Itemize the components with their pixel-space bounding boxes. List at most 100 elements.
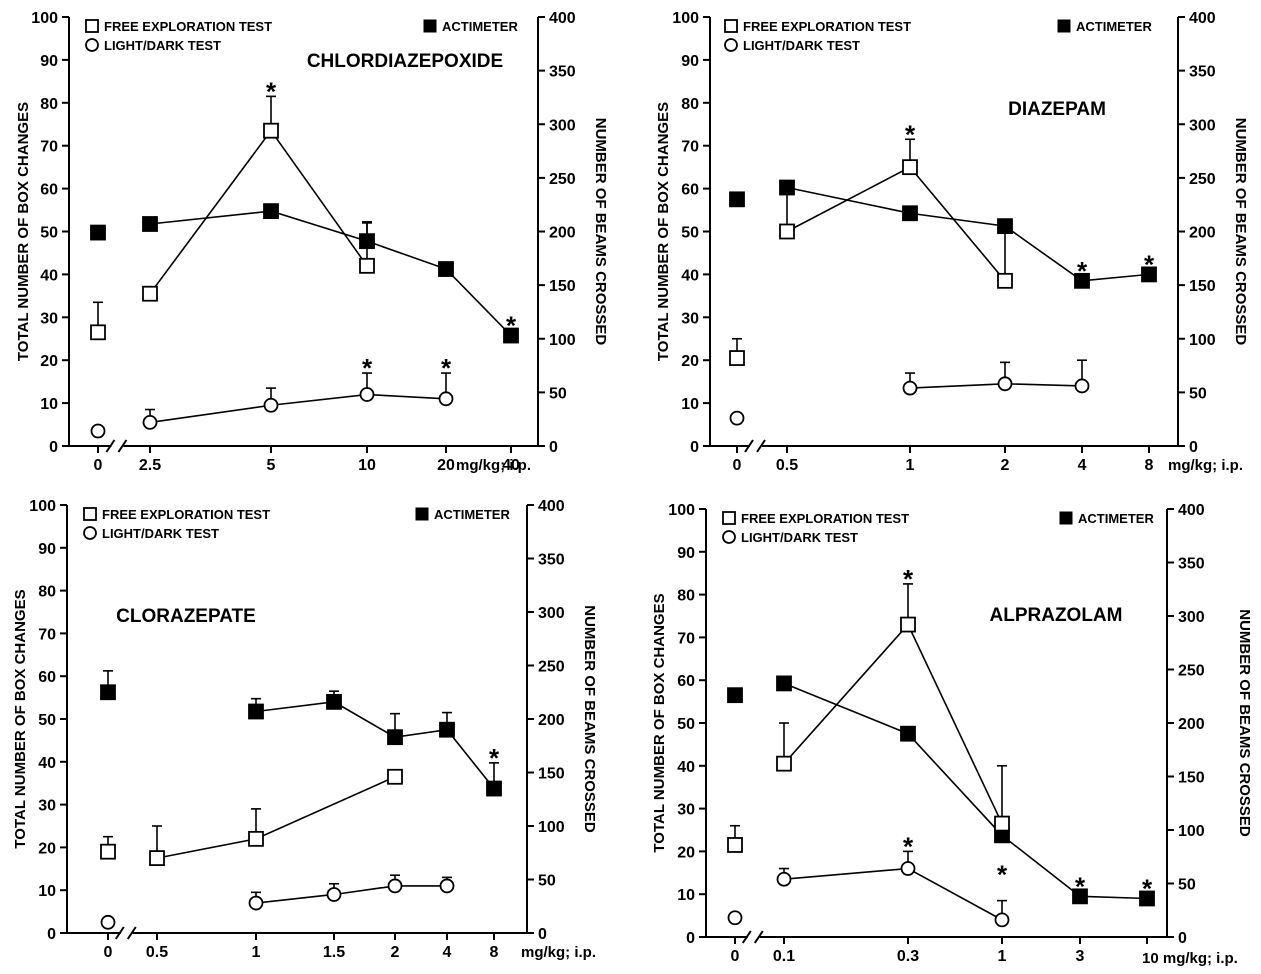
data-point	[727, 910, 743, 926]
drug-title: ALPRAZOLAM	[990, 605, 1123, 626]
axis-break-mark	[744, 439, 754, 453]
legend-label-free-exploration: FREE EXPLORATION TEST	[102, 507, 270, 522]
significance-asterisk: *	[362, 353, 373, 383]
drug-title: DIAZEPAM	[1008, 99, 1106, 120]
left-tick-label: 80	[38, 584, 56, 601]
significance-asterisk: *	[441, 353, 452, 383]
right-tick-label: 150	[1178, 770, 1205, 787]
x-tick-label: 0	[94, 457, 103, 474]
x-tick-label: 2	[391, 944, 400, 961]
right-tick-label: 300	[1178, 609, 1205, 626]
legend-open-square-icon	[83, 507, 97, 521]
left-tick-label: 60	[681, 182, 699, 199]
y-axis-title: TOTAL NUMBER OF BOX CHANGES	[651, 593, 668, 852]
significance-asterisk: *	[905, 119, 916, 149]
data-point	[326, 887, 342, 902]
x-unit-label: mg/kg; i.p.	[1168, 457, 1243, 474]
series-line	[786, 166, 1006, 282]
data-point	[438, 391, 454, 407]
significance-asterisk: *	[1077, 256, 1088, 286]
data-point	[902, 159, 918, 176]
series-light-dark: * *	[90, 353, 454, 439]
data-point	[776, 871, 792, 887]
right-tick-label: 400	[1178, 502, 1205, 519]
x-tick-label: 0	[731, 948, 740, 965]
x-tick-label: 0	[104, 944, 113, 961]
data-point	[263, 203, 279, 220]
x-tick-label: 0.3	[897, 948, 919, 965]
data-point	[900, 616, 916, 633]
left-tick-label: 10	[681, 396, 699, 413]
data-point	[263, 397, 279, 413]
left-tick-label: 0	[690, 439, 699, 456]
series-line	[786, 186, 1150, 282]
series-actimeter: *	[90, 203, 519, 344]
y2-axis-title: NUMBER OF BEAMS CROSSED	[1236, 609, 1253, 837]
data-point	[1074, 378, 1090, 394]
legend-open-circle-icon	[722, 530, 736, 544]
series-line	[149, 210, 512, 337]
left-tick-label: 80	[40, 96, 58, 113]
series-line	[149, 393, 447, 424]
data-point	[997, 376, 1013, 392]
right-tick-label: 400	[538, 498, 565, 515]
left-tick-label: 90	[40, 53, 58, 70]
significance-asterisk: *	[266, 76, 277, 106]
right-tick-label: 150	[1189, 278, 1216, 295]
data-point	[727, 687, 743, 704]
data-point	[90, 423, 106, 439]
significance-asterisk: *	[903, 831, 914, 861]
legend-open-square-icon	[724, 19, 738, 33]
left-tick-label: 90	[38, 541, 56, 558]
right-tick-label: 0	[549, 439, 558, 456]
x-tick-label: 1.5	[323, 944, 345, 961]
series-line	[783, 682, 1148, 900]
right-tick-label: 0	[538, 926, 547, 943]
left-tick-label: 30	[677, 802, 695, 819]
x-tick-label: 4	[1078, 457, 1087, 474]
significance-asterisk: *	[506, 311, 517, 341]
series-light-dark: *	[727, 831, 1010, 928]
legend: FREE EXPLORATION TEST LIGHT/DARK TEST ACTI…	[85, 19, 518, 53]
data-point	[729, 350, 745, 366]
axis-break-mark	[756, 439, 766, 453]
left-tick-label: 20	[677, 844, 695, 861]
axis-break-mark	[753, 930, 764, 944]
left-tick-label: 100	[29, 498, 56, 515]
left-tick-label: 80	[677, 588, 695, 605]
significance-asterisk: *	[489, 743, 500, 773]
right-tick-label: 50	[1189, 385, 1207, 402]
significance-asterisk: *	[1075, 871, 1086, 901]
legend-open-circle-icon	[83, 526, 97, 540]
left-tick-label: 0	[47, 926, 56, 943]
data-point	[902, 205, 918, 222]
y2-axis-title: NUMBER OF BEAMS CROSSED	[1232, 118, 1249, 346]
left-tick-label: 30	[40, 310, 58, 327]
left-tick-label: 30	[38, 798, 56, 815]
x-tick-label: 2	[1001, 457, 1010, 474]
data-point	[1072, 888, 1088, 905]
x-tick-label: 1	[252, 944, 261, 961]
right-tick-label: 250	[1189, 171, 1216, 188]
legend-filled-square-icon	[415, 507, 429, 521]
right-tick-label: 250	[538, 659, 565, 676]
left-tick-label: 20	[681, 353, 699, 370]
x-tick-label: 8	[1145, 457, 1154, 474]
data-point	[326, 693, 342, 710]
panel-chlordiazepoxide: 0102030405060708090100050100150200250300…	[15, 10, 609, 474]
series-free-exploration: *	[90, 76, 375, 341]
y-axis-title: TOTAL NUMBER OF BOX CHANGES	[12, 589, 29, 848]
left-tick-label: 60	[677, 673, 695, 690]
left-tick-label: 20	[40, 353, 58, 370]
data-point	[387, 729, 403, 746]
x-unit-label: mg/kg; i.p.	[521, 944, 596, 961]
legend-label-actimeter: ACTIMETER	[1076, 19, 1152, 34]
data-point	[387, 878, 403, 894]
x-tick-label: 3	[1076, 948, 1085, 965]
series-free-exploration: *	[729, 119, 1013, 366]
data-point	[486, 780, 502, 797]
y-axis-title: TOTAL NUMBER OF BOX CHANGES	[655, 102, 672, 361]
series-actimeter: * * *	[727, 675, 1155, 907]
data-point	[359, 257, 375, 274]
legend-open-circle-icon	[85, 38, 99, 52]
